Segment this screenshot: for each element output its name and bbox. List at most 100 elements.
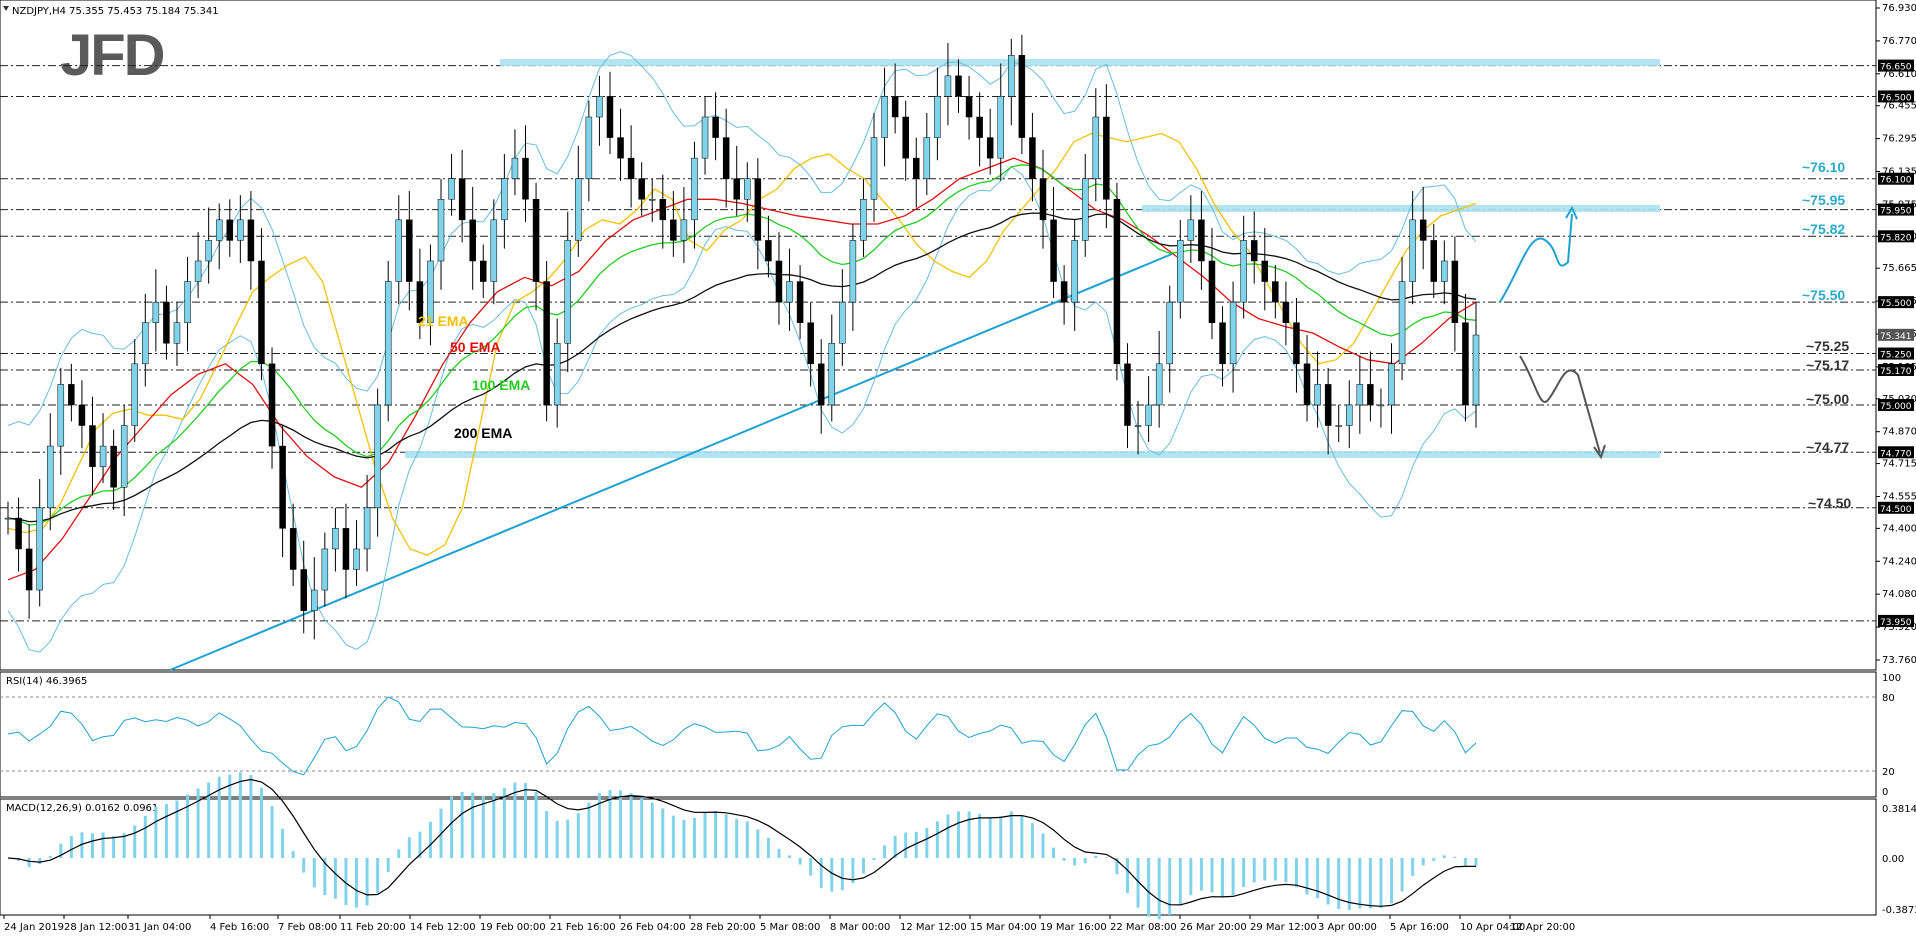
time-tick: 28 Feb 20:00 — [690, 922, 756, 933]
support-resistance-bands — [405, 59, 1660, 458]
collapse-triangle-icon[interactable] — [3, 6, 9, 11]
macd-bar — [1294, 858, 1298, 888]
macd-bar — [735, 819, 739, 858]
price-level-box — [1878, 172, 1914, 185]
candle-body — [416, 281, 424, 323]
bearish-arrow-head-icon — [1593, 444, 1606, 460]
price-level-box — [1878, 398, 1914, 411]
candle-body — [1113, 199, 1121, 365]
macd-bar — [386, 858, 390, 873]
price-tick: 76.610 — [1882, 69, 1916, 80]
bollinger-upper — [7, 51, 1477, 426]
bollinger-lower — [7, 166, 1477, 653]
candle-body — [1229, 301, 1237, 365]
candle-body — [997, 96, 1004, 159]
candle-body — [1081, 178, 1089, 241]
macd-bar — [1030, 823, 1034, 858]
candle-body — [184, 281, 191, 323]
candle-body — [691, 157, 698, 221]
macd-bar — [1041, 833, 1045, 858]
macd-bar — [1379, 858, 1383, 909]
macd-tick: 0.3814 — [1882, 804, 1916, 815]
macd-bar — [1136, 858, 1140, 908]
macd-bar — [249, 775, 253, 858]
candle-body — [1060, 281, 1068, 303]
price-level-box-text: 76.100 — [1880, 176, 1912, 186]
time-tick: 4 Feb 16:00 — [210, 922, 269, 933]
time-tick: 29 Mar 12:00 — [1250, 922, 1317, 933]
candle-body — [268, 363, 276, 447]
price-level-box-text: 74.500 — [1880, 505, 1912, 515]
ema-200-line — [7, 212, 1477, 523]
macd-bar — [365, 858, 369, 906]
candle-body — [1303, 363, 1311, 406]
macd-bar — [333, 858, 337, 899]
time-tick: 19 Feb 00:00 — [480, 922, 546, 933]
candle-body — [1029, 137, 1036, 179]
candle-body — [870, 137, 878, 200]
candle-body — [1187, 219, 1195, 241]
price-level-boxes: 76.650 76.500 76.100 75.950 75.820 75.500 75.2… — [1878, 59, 1914, 628]
macd-bar — [1263, 858, 1267, 881]
price-tick: 76.930 — [1882, 3, 1916, 14]
macd-bar — [407, 837, 411, 858]
time-tick: 11 Feb 20:00 — [340, 922, 406, 933]
candle-body — [1050, 219, 1057, 282]
time-tick: 26 Feb 04:00 — [620, 922, 686, 933]
candle-body — [163, 301, 170, 344]
macd-bar — [143, 815, 147, 858]
price-tick: 74.080 — [1882, 589, 1916, 600]
time-tick: 12 Mar 12:00 — [900, 922, 967, 933]
candle-body — [1314, 384, 1321, 406]
price-level-box-text: 73.950 — [1880, 618, 1912, 628]
macd-bar — [1210, 858, 1214, 893]
macd-bar — [1168, 858, 1172, 916]
macd-bar — [207, 782, 211, 858]
macd-bar — [217, 776, 221, 858]
bullish-arrow-head-icon — [1565, 205, 1578, 220]
candle-body — [448, 178, 455, 200]
macd-bar — [186, 794, 190, 858]
candle-body — [152, 301, 160, 323]
macd-bar — [196, 788, 200, 858]
candle-body — [1134, 425, 1142, 427]
candle-body — [501, 178, 508, 221]
candle-body — [142, 322, 149, 365]
candle-body — [1430, 240, 1438, 282]
macd-bar — [1125, 858, 1129, 894]
ema-100-label: 100 EMA — [472, 377, 530, 393]
level-label: ~75.82 — [1802, 221, 1845, 237]
candle-body — [25, 548, 33, 591]
candle-body — [57, 384, 65, 447]
macd-bar — [1189, 858, 1193, 896]
rsi-tick: 0 — [1882, 787, 1888, 798]
macd-bar — [471, 792, 475, 858]
macd-bar — [629, 793, 633, 858]
macd-bar — [418, 831, 422, 858]
macd-bar — [1421, 858, 1425, 866]
time-tick: 26 Mar 20:00 — [1180, 922, 1247, 933]
macd-bar — [428, 821, 432, 858]
candle-body — [46, 445, 54, 509]
candle-body — [701, 116, 709, 159]
candle-body — [384, 281, 392, 406]
candle-body — [1293, 322, 1300, 365]
macd-bar — [640, 797, 644, 858]
candle-body — [944, 75, 952, 97]
macd-bar — [281, 828, 285, 858]
macd-bar — [312, 858, 316, 888]
candle-body — [1018, 55, 1026, 138]
candle-body — [247, 219, 255, 262]
price-tick: 74.870 — [1882, 427, 1916, 438]
macd-bar — [1020, 815, 1024, 858]
price-level-box — [1878, 328, 1914, 341]
candle-body — [36, 507, 43, 591]
price-level-box — [1878, 446, 1914, 459]
candle-body — [976, 116, 983, 138]
candle-body — [427, 260, 434, 323]
candle-body — [596, 96, 603, 118]
candle-body — [511, 157, 519, 179]
time-tick: 10 Apr 04:00 — [1460, 922, 1525, 933]
macd-bar — [893, 835, 897, 858]
